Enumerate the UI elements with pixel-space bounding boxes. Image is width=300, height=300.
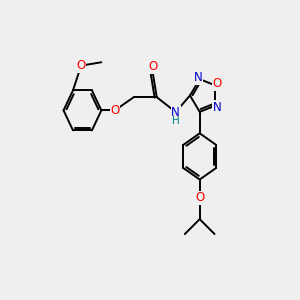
Text: O: O — [76, 59, 86, 72]
Text: O: O — [195, 191, 204, 204]
Text: O: O — [212, 77, 221, 90]
Text: N: N — [212, 101, 221, 114]
Text: H: H — [172, 116, 179, 126]
Text: O: O — [148, 60, 157, 73]
Text: O: O — [110, 104, 119, 117]
Text: N: N — [194, 71, 203, 84]
Text: N: N — [171, 106, 180, 118]
